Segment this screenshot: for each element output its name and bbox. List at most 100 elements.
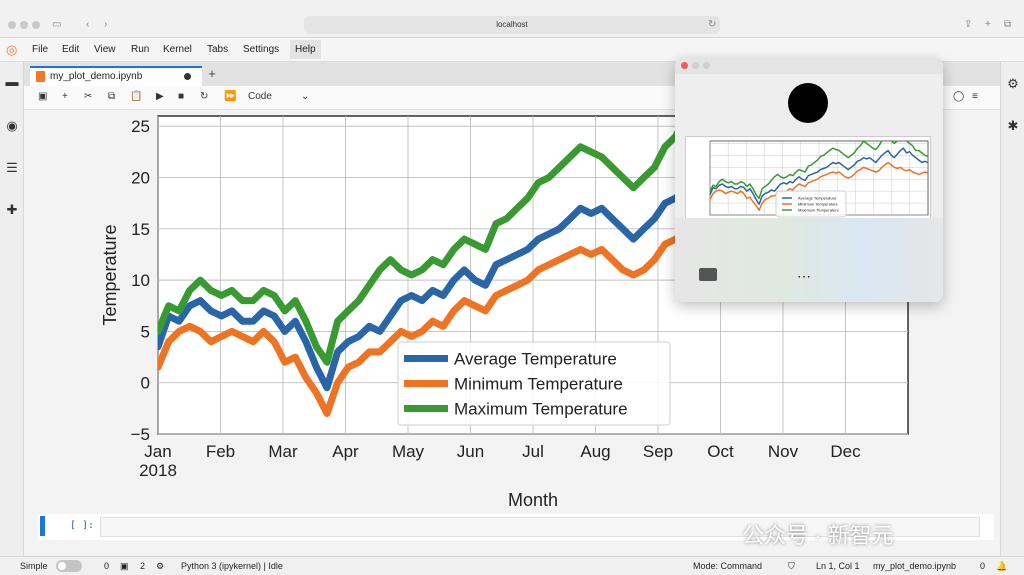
notebook-file-icon — [36, 71, 45, 82]
legend-box — [775, 190, 847, 218]
cell-input-editor[interactable] — [100, 517, 980, 537]
unsaved-dot-icon[interactable] — [184, 73, 191, 80]
series-line-minimum-temperature — [710, 161, 928, 211]
more-options-icon[interactable]: ⋯ — [797, 268, 812, 284]
left-sidebar: ▬ ◉ ☰ ✚ — [0, 62, 24, 556]
menu-run[interactable]: Run — [131, 44, 150, 55]
restart-icon[interactable]: ↻ — [200, 91, 209, 102]
preview-titlebar — [675, 58, 943, 74]
y-tick-label: 5 — [141, 322, 150, 341]
close-window-button[interactable] — [8, 21, 16, 29]
x-tick-label: May — [392, 442, 425, 461]
insert-cell-icon[interactable]: + — [62, 91, 68, 102]
y-axis-label: Temperature — [100, 224, 120, 325]
y-tick-label: 20 — [131, 168, 150, 187]
legend-label: Minimum Temperature — [454, 374, 623, 393]
y-tick-label: 10 — [131, 271, 150, 290]
folder-icon[interactable]: ▬ — [5, 74, 19, 89]
x-tick-label: Apr — [332, 442, 359, 461]
chevron-down-icon[interactable]: ⌄ — [301, 91, 310, 102]
chart-thumbnail: Average Temperature Minimum Temperature Ma… — [685, 136, 931, 226]
x-tick-label: Jun — [457, 442, 484, 461]
x-tick-label: Jan — [144, 442, 171, 461]
kernel-status-icon: ◯ — [953, 91, 965, 102]
menu-tabs[interactable]: Tabs — [207, 44, 229, 55]
back-icon[interactable]: ‹ — [86, 19, 90, 30]
notification-count: 0 — [980, 561, 986, 571]
extension-icon[interactable]: ✚ — [6, 202, 18, 217]
share-icon[interactable]: ⇪ — [964, 19, 973, 30]
run-icon[interactable]: ▶ — [156, 91, 164, 102]
x-tick-label: Aug — [580, 442, 610, 461]
save-icon[interactable]: ▣ — [38, 91, 48, 102]
address-bar[interactable]: localhost — [304, 16, 720, 34]
terminal-count: 0 — [104, 561, 110, 571]
x-tick-label: Oct — [707, 442, 734, 461]
new-tab-icon[interactable]: + — [985, 19, 991, 30]
notebook-tab[interactable]: my_plot_demo.ipynb — [30, 66, 202, 86]
copy-icon[interactable]: ⧉ — [108, 91, 116, 102]
cursor-position[interactable]: Ln 1, Col 1 — [816, 561, 860, 571]
cell-prompt: [ ]: — [70, 520, 95, 531]
watermark: 公众号 · 新智元 — [742, 523, 894, 548]
kernel-gear-icon[interactable]: ⚙ — [156, 561, 165, 571]
legend-label: Maximum Temperature — [798, 207, 840, 212]
series-line-maximum-temperature — [710, 141, 928, 200]
preview-minimize-button[interactable] — [692, 62, 699, 69]
cell-type-select[interactable]: Code — [248, 91, 272, 102]
blurred-background — [675, 218, 943, 302]
x-axis-label: Month — [508, 490, 558, 510]
stop-icon[interactable]: ■ — [178, 91, 185, 102]
menu-file[interactable]: File — [32, 44, 49, 55]
toolbar-menu-icon[interactable]: ≡ — [972, 91, 978, 102]
bell-icon[interactable]: 🔔 — [996, 561, 1008, 571]
url-text: localhost — [496, 20, 528, 29]
x-tick-label: Feb — [206, 442, 235, 461]
legend-box — [397, 341, 671, 426]
menu-edit[interactable]: Edit — [62, 44, 80, 55]
menu-bar: ◎ File Edit View Run Kernel Tabs Setting… — [0, 38, 1024, 62]
forward-icon[interactable]: › — [104, 19, 108, 30]
preview-zoom-button[interactable] — [703, 62, 710, 69]
terminal-icon[interactable]: ▣ — [120, 561, 129, 571]
legend-label: Average Temperature — [454, 349, 617, 368]
x-tick-label: Sep — [643, 442, 673, 461]
shield-icon: ⛉ — [788, 561, 795, 571]
toc-icon[interactable]: ☰ — [6, 160, 18, 175]
y-tick-label: −5 — [131, 425, 150, 444]
y-tick-label: 15 — [131, 220, 150, 239]
display-icon[interactable] — [699, 268, 717, 281]
minimize-window-button[interactable] — [20, 21, 28, 29]
preview-close-button[interactable] — [681, 62, 688, 69]
paste-icon[interactable]: 📋 — [130, 91, 143, 102]
cut-icon[interactable]: ✂ — [84, 91, 93, 102]
running-icon[interactable]: ◉ — [6, 118, 18, 133]
zoom-window-button[interactable] — [32, 21, 40, 29]
legend-label: Average Temperature — [798, 195, 837, 200]
x-tick-label: Nov — [768, 442, 799, 461]
menu-help[interactable]: Help — [290, 40, 321, 59]
legend-label: Minimum Temperature — [798, 201, 838, 206]
simple-mode-toggle[interactable] — [56, 560, 82, 572]
right-sidebar: ⚙ ✱ — [1000, 62, 1024, 556]
new-launcher-button[interactable]: + — [208, 66, 216, 81]
reload-icon[interactable]: ↻ — [708, 19, 717, 30]
x-tick-label: Dec — [830, 442, 861, 461]
tab-overview-icon[interactable]: ⧉ — [1004, 19, 1012, 30]
property-inspector-icon[interactable]: ⚙ — [1007, 76, 1019, 91]
sidebar-toggle-icon[interactable]: ▭ — [52, 19, 62, 30]
active-cell-indicator — [40, 516, 45, 536]
menu-view[interactable]: View — [94, 44, 116, 55]
screenshot-preview-window[interactable]: Average Temperature Minimum Temperature Ma… — [675, 58, 943, 302]
menu-kernel[interactable]: Kernel — [163, 44, 192, 55]
run-all-icon[interactable]: ⏩ — [224, 91, 237, 102]
kernel-status[interactable]: Python 3 (ipykernel) | Idle — [181, 561, 283, 571]
kernel-count: 2 — [140, 561, 146, 571]
debugger-icon[interactable]: ✱ — [1007, 118, 1019, 133]
menu-settings[interactable]: Settings — [243, 44, 280, 55]
x-tick-label: Mar — [268, 442, 298, 461]
jupyter-logo-icon: ◎ — [6, 42, 18, 57]
record-button[interactable] — [788, 83, 828, 123]
series-line-average-temperature — [710, 147, 928, 206]
